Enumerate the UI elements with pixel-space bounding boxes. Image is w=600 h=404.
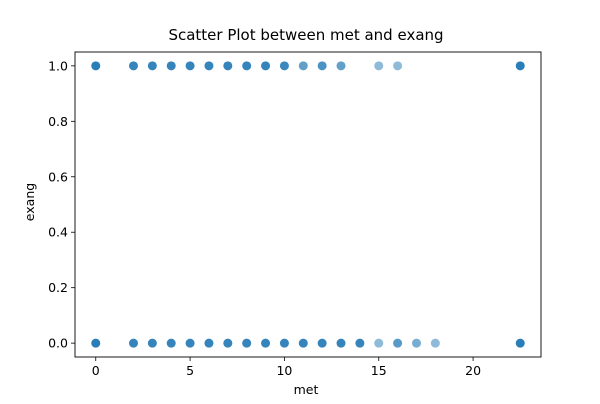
scatter-point bbox=[147, 61, 157, 71]
scatter-point bbox=[515, 61, 525, 71]
chart-title: Scatter Plot between met and exang bbox=[168, 26, 443, 44]
scatter-point bbox=[166, 338, 176, 348]
scatter-point bbox=[374, 61, 384, 71]
x-tick-label: 10 bbox=[276, 363, 292, 378]
y-axis-label: exang bbox=[22, 183, 37, 221]
scatter-point bbox=[204, 338, 214, 348]
axes-frame bbox=[74, 51, 542, 358]
scatter-point bbox=[91, 61, 101, 71]
x-axis-ticks: 0 5 10 15 20 bbox=[92, 357, 481, 378]
scatter-point bbox=[261, 61, 271, 71]
scatter-point bbox=[128, 338, 138, 348]
scatter-point bbox=[336, 61, 346, 71]
scatter-point bbox=[166, 61, 176, 71]
scatter-point bbox=[242, 338, 252, 348]
scatter-point bbox=[185, 61, 195, 71]
y-tick-label: 1.0 bbox=[48, 58, 68, 73]
scatter-point bbox=[317, 61, 327, 71]
scatter-point bbox=[279, 338, 289, 348]
y-tick-label: 0.6 bbox=[48, 169, 68, 184]
scatter-point bbox=[374, 338, 384, 348]
scatter-point bbox=[223, 338, 233, 348]
y-tick-label: 0.2 bbox=[48, 280, 68, 295]
x-tick-label: 20 bbox=[465, 363, 481, 378]
scatter-point bbox=[223, 61, 233, 71]
scatter-point bbox=[355, 338, 365, 348]
scatter-point bbox=[298, 61, 308, 71]
x-tick-label: 5 bbox=[186, 363, 194, 378]
scatter-point bbox=[515, 338, 525, 348]
scatter-point bbox=[91, 338, 101, 348]
scatter-point bbox=[261, 338, 271, 348]
x-tick-label: 0 bbox=[92, 363, 100, 378]
scatter-point bbox=[279, 61, 289, 71]
x-tick-label: 15 bbox=[371, 363, 387, 378]
scatter-point bbox=[147, 338, 157, 348]
scatter-point bbox=[298, 338, 308, 348]
scatter-point bbox=[317, 338, 327, 348]
scatter-point bbox=[204, 61, 214, 71]
y-tick-label: 0.4 bbox=[48, 225, 68, 240]
scatter-point bbox=[393, 338, 403, 348]
scatter-point bbox=[128, 61, 138, 71]
scatter-point bbox=[393, 61, 403, 71]
scatter-point bbox=[185, 338, 195, 348]
scatter-point bbox=[336, 338, 346, 348]
scatter-point bbox=[242, 61, 252, 71]
scatter-point bbox=[430, 338, 440, 348]
y-axis-ticks: 0.0 0.2 0.4 0.6 0.8 1.0 bbox=[48, 58, 75, 351]
data-points bbox=[91, 61, 525, 348]
y-tick-label: 0.0 bbox=[48, 336, 68, 351]
x-axis-label: met bbox=[294, 382, 319, 397]
scatter-point bbox=[411, 338, 421, 348]
y-tick-label: 0.8 bbox=[48, 114, 68, 129]
